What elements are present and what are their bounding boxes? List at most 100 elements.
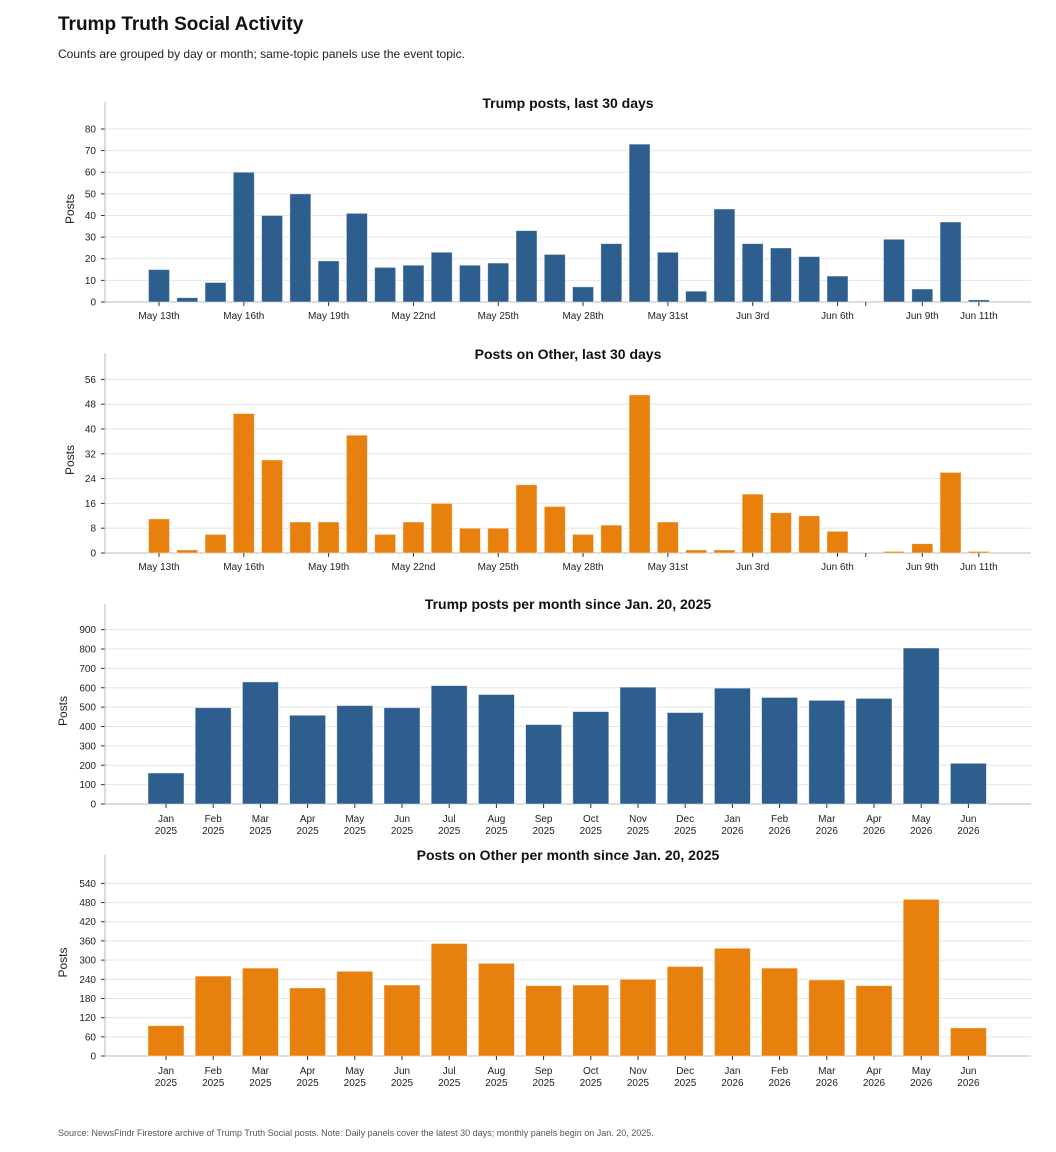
bar bbox=[459, 527, 481, 554]
x-tick-label: May 31st bbox=[648, 562, 689, 573]
bar bbox=[808, 699, 846, 805]
chart-svg: Trump posts, last 30 days 0 10 20 30 40 50 60 70… bbox=[63, 95, 1031, 322]
x-tick-label: Jul 2025 bbox=[438, 814, 461, 837]
y-tick-label: 420 bbox=[79, 917, 96, 928]
bar bbox=[967, 299, 990, 303]
x-tick-label: Aug 2025 bbox=[485, 1066, 508, 1089]
x-tick-label: Jun 6th bbox=[821, 311, 854, 322]
bar bbox=[383, 707, 421, 805]
x-tick-label: Feb 2026 bbox=[768, 814, 791, 837]
bar bbox=[374, 533, 397, 554]
y-tick-label: 180 bbox=[79, 994, 96, 1005]
bar bbox=[336, 705, 374, 805]
bar bbox=[798, 515, 821, 554]
y-tick-label: 60 bbox=[85, 168, 97, 179]
bar bbox=[619, 978, 657, 1057]
chart-title: Trump posts, last 30 days bbox=[482, 95, 653, 111]
y-axis-label: Posts bbox=[56, 696, 70, 726]
y-tick-label: 600 bbox=[79, 683, 96, 694]
x-tick-label: Nov 2025 bbox=[627, 1066, 650, 1089]
bar bbox=[826, 275, 849, 303]
bar bbox=[808, 979, 846, 1057]
bar bbox=[902, 898, 940, 1057]
daily-other-posts-chart: Posts on Other, last 30 days 0 8 16 24 32 40 48… bbox=[0, 337, 1056, 577]
bar bbox=[204, 533, 227, 554]
y-tick-label: 480 bbox=[79, 898, 96, 909]
y-tick-label: 300 bbox=[79, 956, 96, 967]
x-tick-label: Jun 11th bbox=[960, 311, 998, 322]
bar bbox=[656, 521, 679, 554]
x-tick-label: May 28th bbox=[562, 311, 603, 322]
source-note: Source: NewsFindr Firestore archive of T… bbox=[58, 1128, 654, 1138]
bar bbox=[600, 524, 623, 554]
bar bbox=[430, 685, 468, 805]
y-tick-label: 30 bbox=[85, 233, 97, 244]
x-tick-label: Apr 2026 bbox=[863, 814, 886, 837]
x-tick-label: May 2026 bbox=[910, 1066, 933, 1089]
bar bbox=[714, 687, 751, 805]
x-tick-label: Apr 2025 bbox=[296, 814, 319, 837]
x-tick-label: Jul 2025 bbox=[438, 1066, 461, 1089]
bar bbox=[950, 762, 987, 805]
x-tick-label: May 16th bbox=[223, 311, 264, 322]
bar bbox=[241, 967, 279, 1057]
page-subtitle: Counts are grouped by day or month; same… bbox=[58, 47, 465, 61]
bar bbox=[459, 264, 481, 303]
x-tick-label: Feb 2026 bbox=[768, 1066, 791, 1089]
x-tick-label: May 25th bbox=[478, 311, 519, 322]
bar bbox=[572, 533, 594, 554]
bar bbox=[656, 251, 679, 303]
bar bbox=[572, 711, 610, 805]
bar bbox=[232, 413, 255, 554]
monthly-trump-posts-chart: Trump posts per month since Jan. 20, 202… bbox=[0, 588, 1056, 838]
chart-title: Posts on Other, last 30 days bbox=[475, 346, 662, 362]
x-tick-label: Jun 2026 bbox=[957, 1066, 980, 1089]
bar bbox=[241, 681, 279, 805]
bar bbox=[543, 254, 566, 303]
bar bbox=[148, 518, 170, 554]
bar bbox=[741, 243, 764, 303]
bar bbox=[911, 288, 934, 303]
y-tick-label: 60 bbox=[85, 1032, 97, 1043]
y-tick-label: 48 bbox=[85, 400, 97, 411]
y-axis-label: Posts bbox=[56, 947, 70, 977]
y-tick-label: 32 bbox=[85, 449, 97, 460]
bar bbox=[176, 297, 199, 303]
bar bbox=[477, 694, 515, 805]
x-tick-label: Sep 2025 bbox=[532, 814, 555, 837]
y-tick-label: 360 bbox=[79, 936, 96, 947]
bar bbox=[798, 256, 821, 303]
y-tick-label: 700 bbox=[79, 664, 96, 675]
y-tick-label: 540 bbox=[79, 879, 96, 890]
bar bbox=[714, 947, 751, 1057]
bar bbox=[232, 171, 255, 303]
y-tick-label: 200 bbox=[79, 761, 96, 772]
x-tick-label: May 22nd bbox=[391, 311, 435, 322]
x-tick-label: May 13th bbox=[138, 562, 179, 573]
y-tick-label: 40 bbox=[85, 211, 97, 222]
bar bbox=[345, 434, 368, 554]
bar bbox=[317, 521, 340, 554]
bar bbox=[666, 712, 704, 805]
y-tick-label: 40 bbox=[85, 425, 97, 436]
chart-title: Trump posts per month since Jan. 20, 202… bbox=[425, 596, 712, 612]
x-tick-label: Jun 2026 bbox=[957, 814, 980, 837]
x-tick-label: May 13th bbox=[138, 311, 179, 322]
bar bbox=[770, 512, 792, 554]
x-tick-label: Jun 2025 bbox=[391, 814, 414, 837]
bar bbox=[345, 212, 368, 303]
y-tick-label: 10 bbox=[85, 276, 97, 287]
bar bbox=[770, 247, 792, 303]
bar bbox=[826, 530, 849, 554]
x-tick-label: May 2025 bbox=[344, 1066, 367, 1089]
bar bbox=[515, 484, 538, 554]
bar bbox=[176, 549, 199, 554]
y-axis-label: Posts bbox=[63, 445, 77, 475]
bar bbox=[430, 943, 468, 1057]
bar bbox=[543, 506, 566, 554]
bar bbox=[383, 984, 421, 1057]
x-tick-label: Jun 3rd bbox=[736, 562, 769, 573]
x-tick-label: Jan 2025 bbox=[155, 814, 178, 837]
chart-svg: Posts on Other per month since Jan. 20, … bbox=[56, 847, 1031, 1089]
y-tick-label: 240 bbox=[79, 975, 96, 986]
